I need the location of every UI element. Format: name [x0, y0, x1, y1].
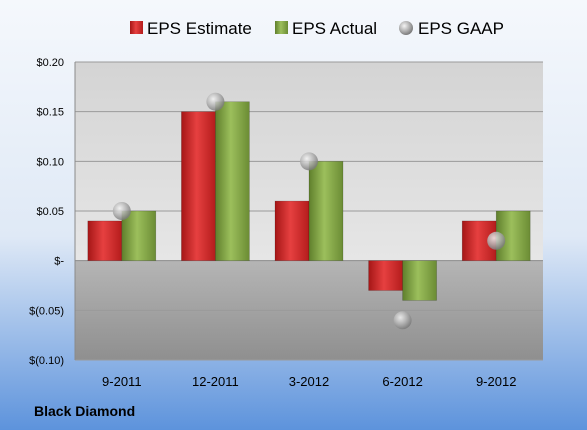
x-axis-ticks: 9-2011 12-2011 3-2012 6-2012 9-2012	[102, 374, 516, 389]
x-tick-label: 6-2012	[382, 374, 422, 389]
bar-eps-actual	[402, 260, 437, 301]
bar-eps-estimate	[87, 220, 123, 261]
bar-eps-estimate	[368, 260, 403, 291]
legend-marker-gaap	[399, 21, 413, 35]
y-tick-label: $(0.05)	[29, 305, 64, 317]
bars	[87, 101, 531, 301]
y-tick-label: $0.15	[36, 107, 64, 119]
y-axis-ticks: $0.20 $0.15 $0.10 $0.05 $- $(0.05) $(0.10)	[29, 57, 64, 367]
x-tick-label: 3-2012	[289, 374, 329, 389]
x-tick-label: 9-2012	[476, 374, 516, 389]
y-tick-label: $0.10	[36, 156, 64, 168]
legend-swatch-actual	[275, 21, 288, 34]
point-eps-gaap	[300, 152, 318, 171]
legend-swatch-estimate	[130, 21, 143, 34]
y-tick-label: $0.20	[36, 57, 64, 69]
bar-eps-actual	[121, 210, 157, 261]
legend-label-estimate: EPS Estimate	[147, 19, 252, 38]
x-tick-label: 12-2011	[192, 374, 239, 389]
legend-label-gaap: EPS GAAP	[418, 19, 504, 38]
point-eps-gaap	[393, 311, 412, 330]
y-tick-label: $(0.10)	[29, 355, 64, 367]
point-eps-gaap	[112, 202, 131, 220]
bar-eps-estimate	[274, 200, 310, 261]
legend: EPS Estimate EPS Actual EPS GAAP	[130, 19, 504, 38]
bar-eps-estimate	[181, 111, 216, 261]
point-eps-gaap	[206, 92, 225, 111]
gaap-points	[112, 92, 506, 330]
legend-label-actual: EPS Actual	[292, 19, 377, 38]
bar-eps-actual	[215, 101, 250, 261]
y-tick-label: $0.05	[36, 206, 64, 218]
point-eps-gaap	[487, 231, 506, 250]
y-tick-label: $-	[54, 256, 64, 268]
bar-eps-actual	[308, 161, 344, 261]
x-tick-label: 9-2011	[102, 374, 142, 389]
company-name: Black Diamond	[34, 403, 135, 419]
